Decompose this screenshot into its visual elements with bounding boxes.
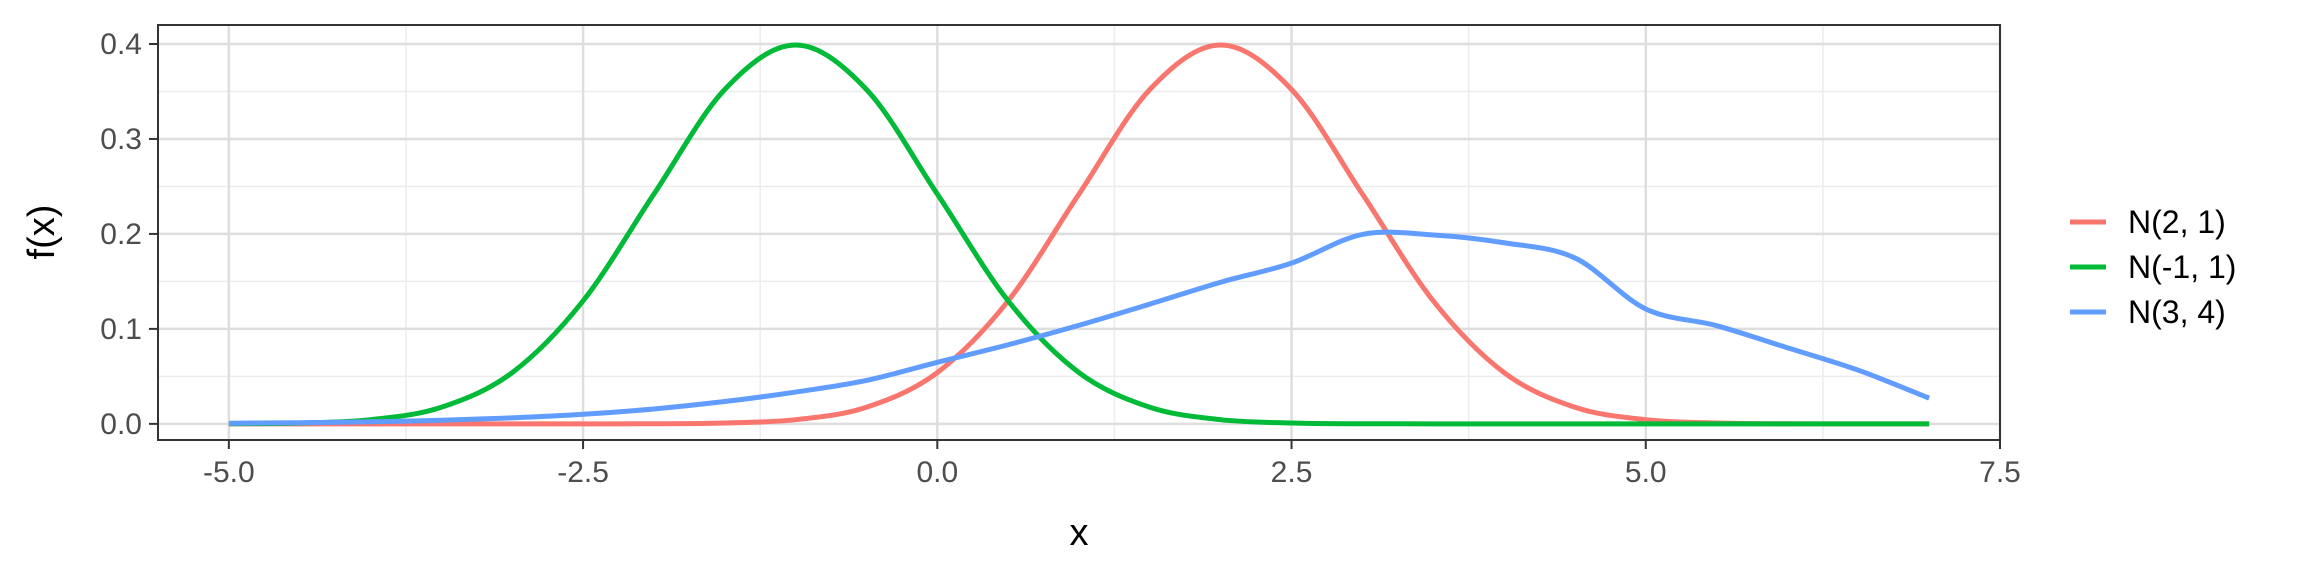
- y-axis-ticks: 0.0 0.1 0.2 0.3 0.4: [100, 28, 158, 441]
- x-tick-label: 2.5: [1271, 456, 1313, 489]
- y-tick-label: 0.3: [100, 123, 142, 156]
- series-line-n-3-4: [228, 229, 1931, 426]
- legend-label-n-2-1: N(2, 1): [2128, 204, 2226, 240]
- plot-panel-border: [157, 24, 2001, 441]
- x-tick-label: 0.0: [916, 456, 958, 489]
- x-axis-title: x: [1070, 512, 1089, 554]
- grid-minor: [158, 25, 2000, 440]
- series-line-n-1-1: [228, 42, 1930, 427]
- y-tick-label: 0.0: [100, 408, 142, 441]
- legend: N(2, 1) N(-1, 1) N(3, 4): [2070, 204, 2236, 330]
- y-tick-label: 0.4: [100, 28, 142, 61]
- x-tick-label: -5.0: [203, 456, 255, 489]
- x-axis-ticks: -5.0 -2.5 0.0 2.5 5.0 7.5: [203, 440, 2021, 489]
- x-tick-label: -2.5: [557, 456, 609, 489]
- series-line-n-2-1: [228, 42, 1930, 427]
- y-tick-label: 0.2: [100, 218, 142, 251]
- x-tick-label: 5.0: [1625, 456, 1667, 489]
- y-axis-title: f(x): [21, 205, 63, 260]
- grid-major: [158, 25, 2002, 440]
- x-tick-label: 7.5: [1979, 456, 2021, 489]
- legend-label-n-3-4: N(3, 4): [2128, 294, 2226, 330]
- y-tick-label: 0.1: [100, 313, 142, 346]
- series-lines: [228, 42, 1931, 427]
- legend-label-n-1-1: N(-1, 1): [2128, 249, 2236, 285]
